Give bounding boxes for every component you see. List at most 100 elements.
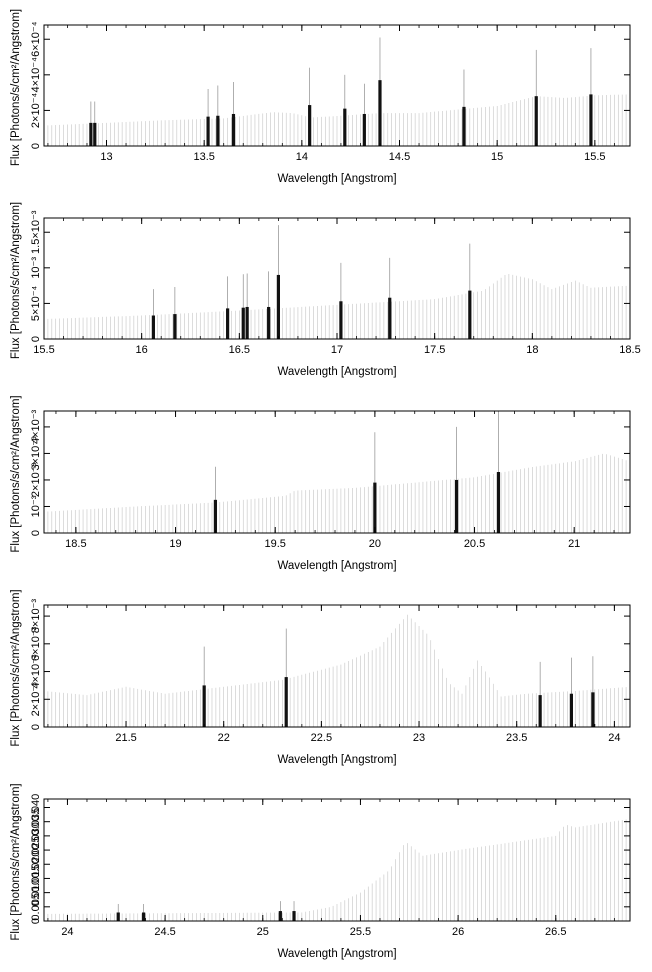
emission-line-bar <box>213 499 218 533</box>
emission-line-bar <box>226 308 230 339</box>
x-tick-label: 26 <box>452 926 464 938</box>
y-axis-label: Flux [Photons/s/cm²/Angstrom] <box>10 9 22 166</box>
y-tick-label: 0 <box>30 918 42 924</box>
emission-line-bar <box>202 685 206 727</box>
emission-line-bar <box>462 106 466 146</box>
y-tick-label: 5×10⁻⁴ <box>30 285 42 321</box>
emission-line-bar <box>142 912 146 921</box>
y-tick-label: 10⁻³ <box>30 495 42 517</box>
y-tick-label: 10⁻³ <box>30 257 42 279</box>
x-tick-label: 21.5 <box>115 732 136 744</box>
emission-line-bar <box>378 80 382 146</box>
emission-line-bar <box>292 911 296 921</box>
emission-line-bar <box>534 96 538 146</box>
x-tick-label: 24 <box>61 926 73 938</box>
spectrum-panel-5: 24 24.5 25 25.5 26 26.500.0050.0100.0150.0200… <box>10 783 631 960</box>
x-tick-label: 14.5 <box>389 151 410 163</box>
x-tick-label: 25 <box>257 926 269 938</box>
emission-line-bar <box>267 306 271 339</box>
y-tick-label: 6×10⁻⁴ <box>30 21 42 57</box>
x-axis-label: Wavelength [Angstrom] <box>277 366 396 378</box>
emission-line-bar <box>362 113 366 146</box>
x-tick-label: 22 <box>218 732 230 744</box>
x-tick-label: 18.5 <box>619 344 640 356</box>
emission-line-bar <box>284 677 288 727</box>
emission-line-bar <box>496 472 501 533</box>
x-tick-label: 15.5 <box>33 344 54 356</box>
y-tick-label: 0.020 <box>30 850 42 878</box>
x-axis-label: Wavelength [Angstrom] <box>277 560 396 572</box>
x-tick-label: 17 <box>331 344 343 356</box>
x-tick-label: 24.5 <box>154 926 175 938</box>
emission-line-bar <box>388 297 392 339</box>
y-tick-label: 0 <box>30 336 42 342</box>
y-tick-label: 0.035 <box>30 808 42 836</box>
x-tick-label: 18.5 <box>65 538 86 550</box>
x-tick-label: 20.5 <box>464 538 485 550</box>
y-tick-label: 4×10⁻⁴ <box>30 57 42 93</box>
x-tick-label: 15 <box>491 151 503 163</box>
x-tick-label: 16.5 <box>229 344 250 356</box>
emission-line-bar <box>339 301 343 339</box>
x-tick-label: 19.5 <box>264 538 285 550</box>
y-tick-label: 0.005 <box>30 893 42 921</box>
x-tick-label: 17.5 <box>424 344 445 356</box>
emission-line-bar <box>569 693 573 727</box>
emission-line-bar <box>343 108 347 146</box>
x-tick-label: 26.5 <box>545 926 566 938</box>
x-axis-label: Wavelength [Angstrom] <box>277 754 396 766</box>
x-axis-label: Wavelength [Angstrom] <box>277 173 396 185</box>
emission-line-bar <box>216 115 220 146</box>
x-tick-label: 23 <box>413 732 425 744</box>
emission-line-bar <box>241 307 245 339</box>
x-tick-label: 23.5 <box>506 732 527 744</box>
continuum-bars <box>43 614 631 727</box>
y-tick-label: 2×10⁻³ <box>30 682 42 717</box>
y-tick-label: 1.5×10⁻³ <box>30 210 42 254</box>
emission-line-bar <box>278 911 282 921</box>
emission-line-bar <box>468 290 472 339</box>
y-tick-label: 4×10⁻³ <box>30 654 42 689</box>
plot-frame <box>43 410 631 534</box>
emission-line-bar <box>276 274 280 339</box>
emission-line-bar <box>591 692 595 727</box>
x-tick-label: 20 <box>369 538 381 550</box>
emission-line-bar <box>454 479 459 533</box>
continuum-bars <box>43 273 631 339</box>
x-tick-label: 19 <box>169 538 181 550</box>
y-tick-label: 0.010 <box>30 879 42 907</box>
y-axis-label: Flux [Photons/s/cm²/Angstrom] <box>10 589 22 746</box>
emission-line-bar <box>231 113 236 146</box>
y-tick-label: 0.030 <box>30 822 42 850</box>
y-tick-label: 4×10⁻³ <box>30 409 42 444</box>
x-tick-label: 25.5 <box>350 926 371 938</box>
y-tick-label: 0.040 <box>30 794 42 822</box>
y-axis-label: Flux [Photons/s/cm²/Angstrom] <box>10 395 22 552</box>
spectrum-panel-4: 21.5 22 22.5 23 23.5 24 0 2×10⁻³4×10⁻³6×10⁻³8×1… <box>10 589 631 766</box>
plot-frame <box>43 24 631 147</box>
emission-line-bar <box>245 306 249 339</box>
y-axis-label: Flux [Photons/s/cm²/Angstrom] <box>10 202 22 359</box>
x-tick-label: 18 <box>526 344 538 356</box>
y-tick-label: 6×10⁻³ <box>30 626 42 661</box>
spectrum-panel-1: 13 13.5 14 14.5 15 15.5 0 2×10⁻⁴4×10⁻⁴6×10⁻⁴ Wav… <box>10 9 631 185</box>
x-tick-label: 22.5 <box>311 732 332 744</box>
spectrum-panel-2: 15.5 16 16.5 17 17.5 18 18.5 0 5×10⁻⁴ 10⁻³ 1.5×10⁻… <box>10 202 641 378</box>
x-tick-label: 21 <box>568 538 580 550</box>
x-tick-label: 16 <box>136 344 148 356</box>
emission-line-bar <box>206 116 210 146</box>
emission-line-bar <box>173 314 177 339</box>
emission-line-bar <box>116 912 120 921</box>
emission-line-bar <box>151 315 155 339</box>
y-tick-label: 2×10⁻⁴ <box>30 92 42 128</box>
y-tick-label: 8×10⁻³ <box>30 599 42 634</box>
spectrum-panel-3: 18.5 19 19.5 20 20.5 21 0 10⁻³2×10⁻³3×10⁻³4×10⁻… <box>10 395 631 572</box>
y-tick-label: 3×10⁻³ <box>30 436 42 471</box>
continuum-bars <box>43 453 631 533</box>
emission-line-bar <box>93 122 97 146</box>
y-tick-label: 0 <box>30 724 42 730</box>
emission-line-bar <box>589 94 593 146</box>
y-tick-label: 0 <box>30 530 42 536</box>
plot-frame <box>43 604 631 728</box>
